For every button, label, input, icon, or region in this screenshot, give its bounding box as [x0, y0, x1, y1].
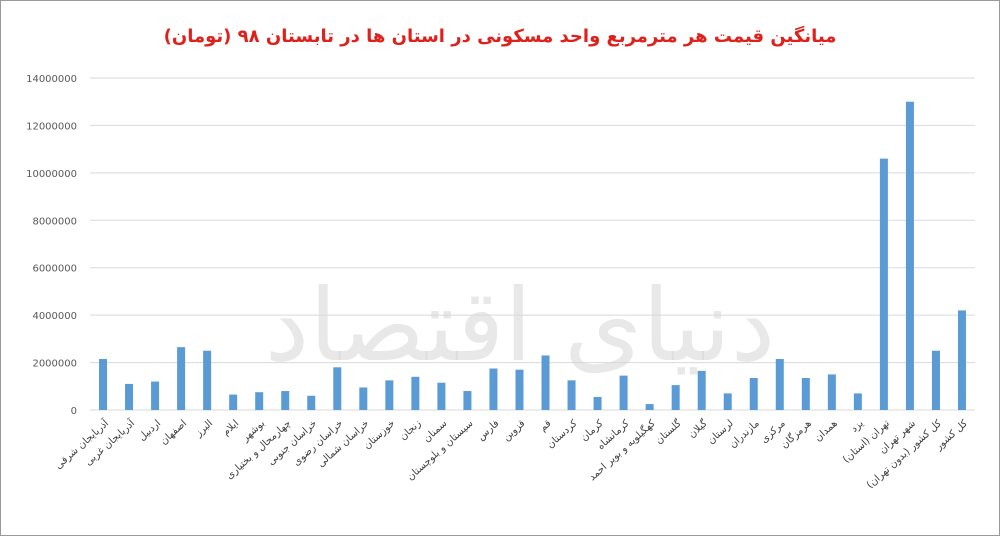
x-tick-label: گلستان: [653, 417, 684, 446]
y-tick-label: 14000000: [26, 74, 77, 85]
bar: [203, 350, 212, 410]
x-tick-label: زنجان: [398, 418, 424, 443]
bar: [879, 158, 888, 410]
bar: [619, 375, 628, 410]
bar: [853, 393, 862, 410]
bar: [671, 385, 680, 410]
bar: [775, 359, 784, 410]
bar: [255, 392, 264, 410]
bar: [541, 355, 550, 410]
bar: [645, 404, 654, 410]
bar: [801, 377, 810, 410]
bar: [385, 380, 394, 410]
x-tick-label: همدان: [813, 418, 840, 444]
bar: [463, 391, 472, 410]
x-tick-label: البرز: [193, 418, 215, 440]
y-tick-label: 2000000: [32, 359, 77, 370]
bar: [905, 101, 914, 410]
y-tick-label: 4000000: [32, 311, 77, 322]
bar: [489, 368, 498, 410]
bar: [229, 394, 238, 410]
bar: [567, 380, 576, 410]
bar: [593, 396, 602, 410]
x-tick-label: یزد: [849, 418, 866, 435]
x-tick-label: اصفهان: [158, 418, 189, 447]
bar: [515, 369, 524, 410]
bar: [307, 395, 316, 410]
bar: [177, 347, 186, 410]
bar: [697, 370, 706, 410]
bar: [151, 381, 160, 410]
bar: [437, 382, 446, 410]
bar: [931, 350, 940, 410]
y-tick-label: 10000000: [26, 169, 77, 180]
bar: [333, 367, 342, 410]
y-tick-label: 12000000: [26, 121, 77, 132]
bar: [723, 393, 732, 410]
chart-title: میانگین قیمت هر مترمربع واحد مسکونی در ا…: [163, 26, 837, 47]
bar: [99, 359, 108, 410]
watermark-logo: دنیای اقتصاد: [265, 267, 776, 384]
bar: [359, 387, 368, 410]
bar: [827, 374, 836, 410]
bar: [281, 391, 290, 410]
bar: [411, 376, 420, 410]
bar: [957, 310, 966, 410]
y-tick-label: 8000000: [32, 216, 77, 227]
bar: [749, 377, 758, 410]
x-tick-label: ایلام: [221, 418, 242, 438]
x-tick-label: قم: [538, 418, 554, 434]
y-tick-label: 0: [71, 406, 77, 417]
x-tick-label: قزوین: [501, 418, 527, 443]
x-tick-label: فارس: [476, 418, 502, 443]
y-tick-label: 6000000: [32, 264, 77, 275]
bar: [125, 383, 134, 410]
